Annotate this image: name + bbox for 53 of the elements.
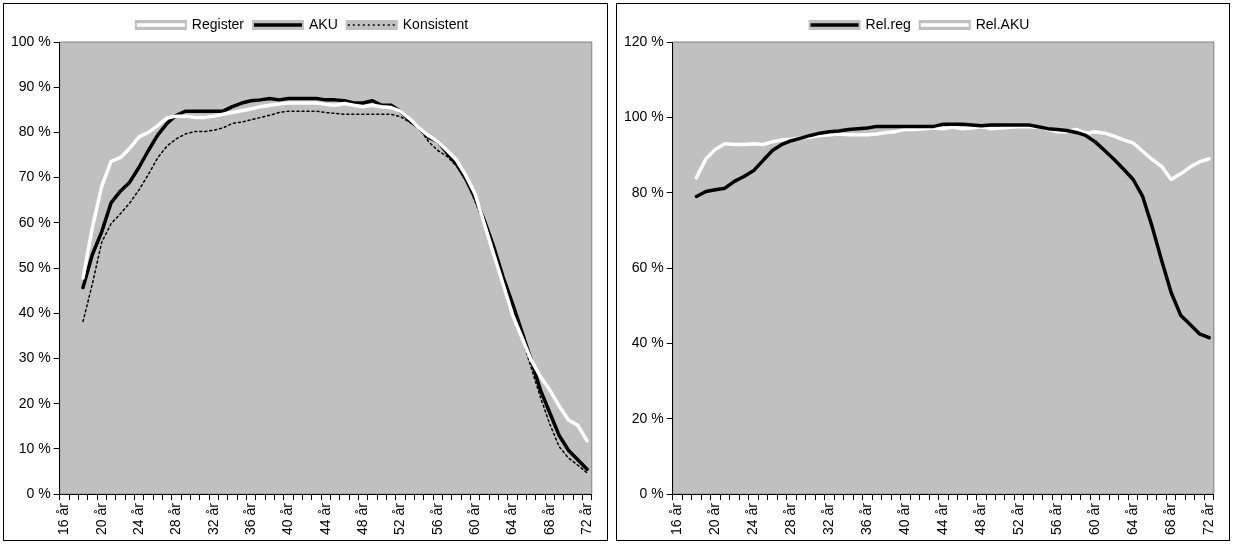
y-tick-label: 80 % xyxy=(631,183,664,200)
x-tick-label: 60 år xyxy=(1086,502,1103,536)
x-tick-label: 20 år xyxy=(706,502,723,536)
x-tick-label: 36 år xyxy=(858,502,875,536)
x-tick-label: 40 år xyxy=(896,502,913,536)
y-tick-label: 40 % xyxy=(631,334,664,351)
legend-label: Register xyxy=(191,15,245,32)
x-tick-label: 20 år xyxy=(92,502,109,536)
y-tick-label: 60 % xyxy=(18,213,51,230)
y-tick-label: 80 % xyxy=(18,123,51,140)
x-tick-label: 56 år xyxy=(428,502,445,536)
x-tick-label: 60 år xyxy=(465,502,482,536)
x-tick-label: 56 år xyxy=(1048,502,1065,536)
x-tick-label: 28 år xyxy=(167,502,184,536)
x-tick-label: 72 år xyxy=(577,502,594,536)
x-tick-label: 48 år xyxy=(972,502,989,536)
y-tick-label: 90 % xyxy=(18,78,51,95)
legend-label: Rel.reg xyxy=(865,15,911,32)
y-tick-label: 10 % xyxy=(18,439,51,456)
x-tick-label: 32 år xyxy=(204,502,221,536)
y-tick-label: 0 % xyxy=(639,484,664,501)
x-tick-label: 72 år xyxy=(1199,502,1216,536)
legend-label: Konsistent xyxy=(402,15,469,32)
x-tick-label: 32 år xyxy=(820,502,837,536)
y-tick-label: 20 % xyxy=(18,394,51,411)
legend-label: AKU xyxy=(308,15,338,32)
y-tick-label: 40 % xyxy=(18,304,51,321)
x-tick-label: 28 år xyxy=(782,502,799,536)
x-tick-label: 68 år xyxy=(1162,502,1178,536)
x-tick-label: 52 år xyxy=(391,502,408,536)
y-tick-label: 70 % xyxy=(18,168,51,185)
x-tick-label: 44 år xyxy=(934,502,951,536)
y-tick-label: 100 % xyxy=(10,32,51,49)
x-tick-label: 68 år xyxy=(540,502,557,536)
x-tick-label: 24 år xyxy=(744,502,761,536)
x-tick-label: 16 år xyxy=(668,502,685,536)
x-tick-label: 44 år xyxy=(316,502,333,536)
x-tick-label: 52 år xyxy=(1010,502,1027,536)
y-tick-label: 30 % xyxy=(18,349,51,366)
y-tick-label: 0 % xyxy=(26,484,51,501)
x-tick-label: 64 år xyxy=(1124,502,1141,536)
x-tick-label: 48 år xyxy=(353,502,370,536)
x-tick-label: 24 år xyxy=(129,502,146,536)
legend-label: Rel.AKU xyxy=(975,15,1030,32)
y-tick-label: 120 % xyxy=(623,32,664,49)
x-tick-label: 40 år xyxy=(279,502,296,536)
y-tick-label: 100 % xyxy=(623,108,664,125)
y-tick-label: 20 % xyxy=(631,409,664,426)
y-tick-label: 60 % xyxy=(631,258,664,275)
y-tick-label: 50 % xyxy=(18,258,51,275)
x-tick-label: 36 år xyxy=(241,502,258,536)
x-tick-label: 16 år xyxy=(55,502,72,536)
x-tick-label: 64 år xyxy=(503,502,520,536)
